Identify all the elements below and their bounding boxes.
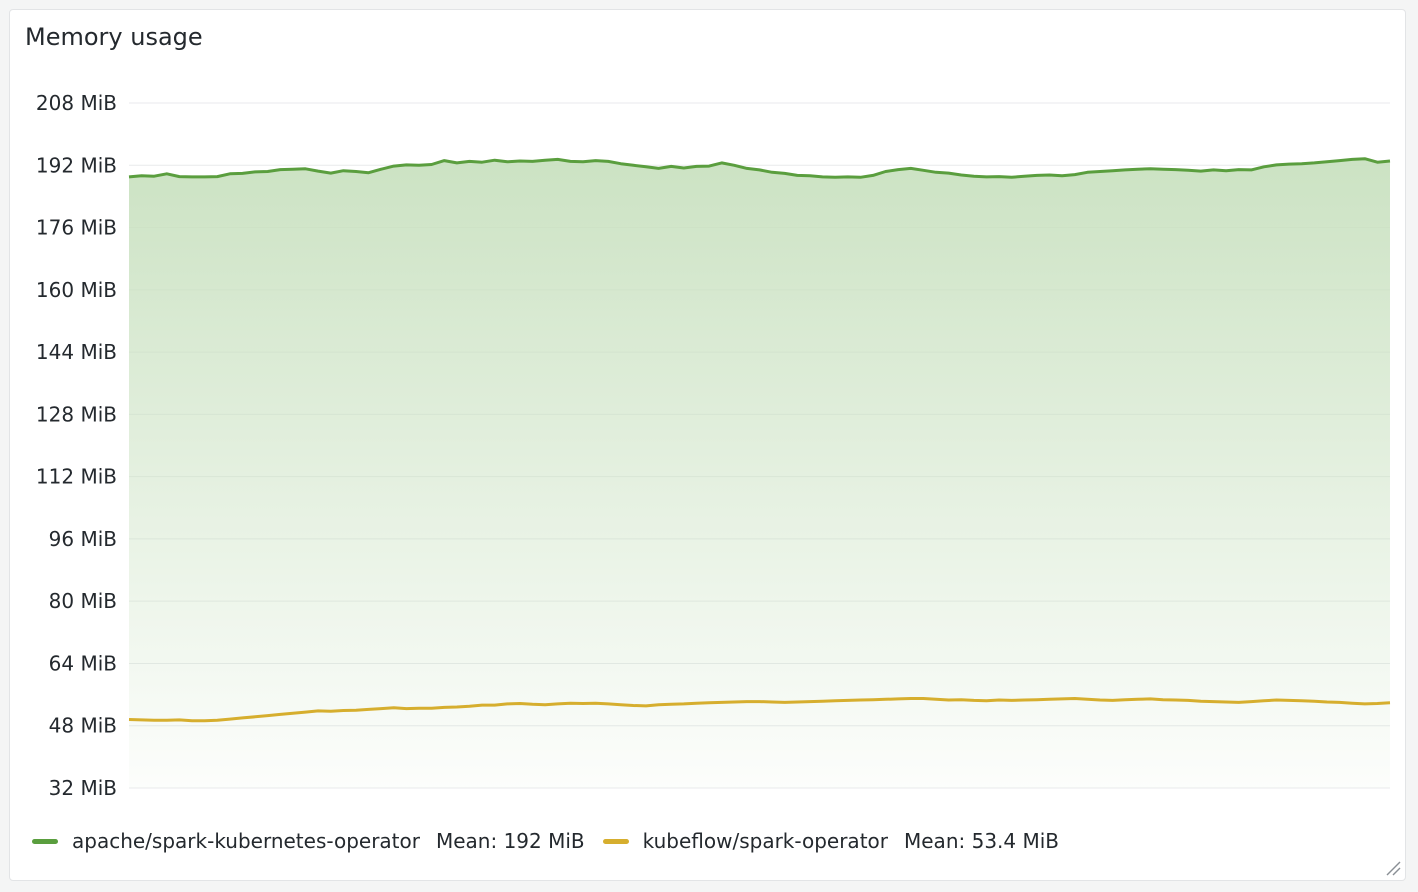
y-tick-label: 192 MiB	[36, 153, 117, 177]
memory-usage-panel: Memory usage 208 MiB 192 MiB 176 MiB 160 Mi…	[9, 9, 1406, 881]
series-line-0[interactable]	[128, 157, 1391, 179]
y-tick-label: 160 MiB	[36, 278, 117, 302]
y-tick-label: 96 MiB	[49, 527, 117, 551]
legend-mean-kubeflow: Mean: 53.4 MiB	[904, 829, 1060, 853]
series-area-0	[129, 158, 1390, 788]
legend-label-apache: apache/spark-kubernetes-operator	[72, 829, 420, 853]
y-tick-label: 32 MiB	[49, 776, 117, 800]
legend-item-kubeflow[interactable]: kubeflow/spark-operator Mean: 53.4 MiB	[602, 829, 1060, 853]
legend-mean-apache: Mean: 192 MiB	[435, 829, 585, 853]
legend-swatch-apache	[32, 838, 58, 844]
memory-usage-chart[interactable]: 208 MiB 192 MiB 176 MiB 160 MiB 144 MiB 128 M…	[10, 10, 1405, 880]
y-tick-label: 128 MiB	[36, 402, 117, 426]
y-tick-label: 112 MiB	[36, 465, 117, 489]
y-tick-label: 80 MiB	[49, 589, 117, 613]
y-tick-label: 64 MiB	[49, 651, 117, 675]
y-tick-label: 208 MiB	[36, 91, 117, 115]
resize-handle-icon[interactable]	[1385, 860, 1401, 876]
y-tick-label: 48 MiB	[49, 714, 117, 738]
legend-swatch-kubeflow	[602, 838, 629, 844]
legend-label-kubeflow: kubeflow/spark-operator	[642, 829, 888, 853]
legend-item-apache[interactable]: apache/spark-kubernetes-operator Mean: 1…	[32, 829, 585, 853]
legend: apache/spark-kubernetes-operator Mean: 1…	[32, 829, 1077, 853]
panel-title: Memory usage	[25, 23, 203, 51]
series-line-1[interactable]	[128, 697, 1391, 723]
y-tick-label: 144 MiB	[36, 340, 117, 364]
y-tick-label: 176 MiB	[36, 216, 117, 240]
